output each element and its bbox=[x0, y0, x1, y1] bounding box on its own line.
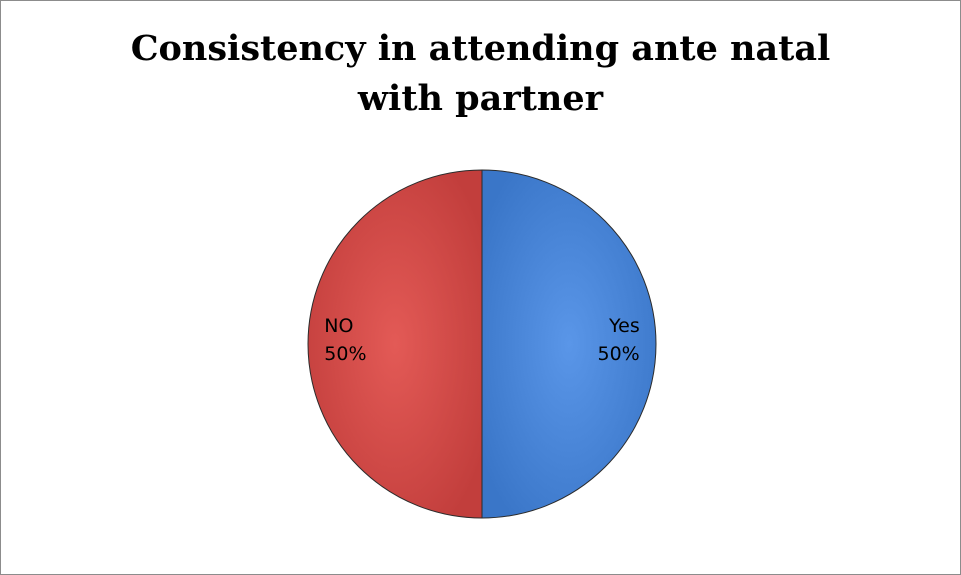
pie-slice-no bbox=[307, 169, 483, 519]
pie-labels: Yes 50% NO 50% bbox=[324, 315, 639, 365]
slice-label-yes: Yes bbox=[608, 315, 640, 337]
slice-label-no: NO bbox=[324, 315, 353, 337]
pie-slices bbox=[307, 169, 657, 519]
pie-slice-yes bbox=[481, 169, 657, 519]
chart-title: Consistency in attending ante natal with… bbox=[130, 28, 831, 119]
chart-title-container: Consistency in attending ante natal with… bbox=[0, 24, 961, 124]
slice-percent-yes: 50% bbox=[597, 343, 639, 365]
slice-percent-no: 50% bbox=[324, 343, 366, 365]
